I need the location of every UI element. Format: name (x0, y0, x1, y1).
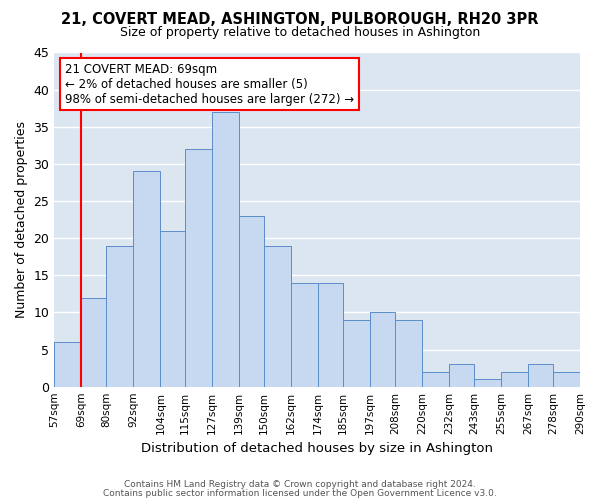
Bar (370, 312, 395, 386)
Text: Contains public sector information licensed under the Open Government Licence v3: Contains public sector information licen… (103, 489, 497, 498)
Bar (291, 282, 318, 387)
Bar (449, 364, 474, 386)
Bar (185, 149, 212, 386)
Bar (318, 282, 343, 387)
Bar (528, 364, 553, 386)
Bar (54, 342, 82, 386)
Text: Contains HM Land Registry data © Crown copyright and database right 2024.: Contains HM Land Registry data © Crown c… (124, 480, 476, 489)
Bar (106, 246, 133, 386)
Bar (239, 216, 264, 386)
Bar (474, 380, 501, 386)
Bar (82, 298, 106, 386)
Bar (501, 372, 528, 386)
Bar (133, 172, 160, 386)
Text: 21 COVERT MEAD: 69sqm
← 2% of detached houses are smaller (5)
98% of semi-detach: 21 COVERT MEAD: 69sqm ← 2% of detached h… (65, 62, 354, 106)
Text: Size of property relative to detached houses in Ashington: Size of property relative to detached ho… (120, 26, 480, 39)
Bar (395, 320, 422, 386)
Bar (160, 230, 185, 386)
Bar (212, 112, 239, 386)
X-axis label: Distribution of detached houses by size in Ashington: Distribution of detached houses by size … (141, 442, 493, 455)
Y-axis label: Number of detached properties: Number of detached properties (15, 121, 28, 318)
Bar (553, 372, 580, 386)
Bar (343, 320, 370, 386)
Text: 21, COVERT MEAD, ASHINGTON, PULBOROUGH, RH20 3PR: 21, COVERT MEAD, ASHINGTON, PULBOROUGH, … (61, 12, 539, 28)
Bar (264, 246, 291, 386)
Bar (422, 372, 449, 386)
